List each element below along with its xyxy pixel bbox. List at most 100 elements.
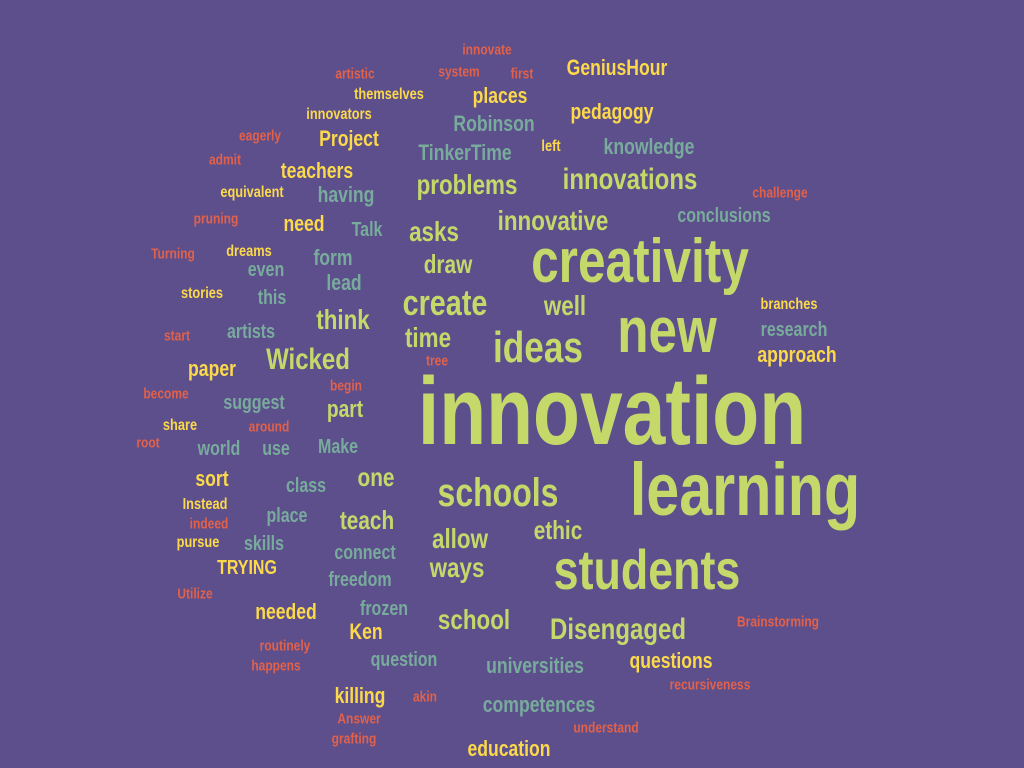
word-turning: Turning: [151, 245, 195, 263]
word-left: left: [541, 138, 561, 155]
word-teach: teach: [339, 505, 395, 535]
word-pedagogy: pedagogy: [570, 99, 654, 124]
word-sort: sort: [195, 466, 229, 491]
word-artistic: artistic: [335, 65, 375, 83]
word-around: around: [248, 418, 290, 436]
word-innovations: innovations: [562, 163, 698, 196]
word-wicked: Wicked: [266, 343, 350, 376]
word-routinely: routinely: [259, 637, 311, 655]
word-project: Project: [319, 126, 379, 151]
word-first: first: [510, 65, 534, 83]
word-part: part: [326, 396, 364, 423]
word-paper: paper: [188, 356, 236, 381]
word-allow: allow: [431, 523, 489, 554]
word-school: school: [437, 604, 511, 635]
word-become: become: [143, 385, 189, 403]
word-challenge: challenge: [752, 184, 808, 202]
word-creativity: creativity: [531, 227, 749, 296]
word-artists: artists: [226, 321, 276, 343]
word-competences: competences: [482, 692, 596, 717]
word-class: class: [285, 475, 327, 497]
word-conclusions: conclusions: [677, 205, 771, 227]
word-innovation: innovation: [417, 358, 807, 465]
word-equivalent: equivalent: [220, 184, 284, 201]
word-schools: schools: [437, 471, 559, 515]
word-asks: asks: [409, 216, 459, 247]
word-questions: questions: [629, 648, 713, 673]
word-disengaged: Disengaged: [549, 613, 687, 646]
word-system: system: [438, 63, 480, 81]
word-world: world: [197, 438, 241, 460]
word-themselves: themselves: [354, 86, 424, 103]
word-recursiveness: recursiveness: [669, 676, 751, 694]
word-approach: approach: [757, 342, 837, 367]
word-create: create: [402, 282, 488, 323]
word-place: place: [266, 505, 308, 527]
word-this: this: [257, 287, 287, 309]
word-tinkertime: TinkerTime: [418, 140, 512, 165]
word-happens: happens: [251, 657, 301, 675]
word-having: having: [317, 182, 375, 207]
word-places: places: [472, 83, 528, 108]
word-understand: understand: [573, 719, 639, 737]
word-problems: problems: [416, 169, 518, 200]
word-knowledge: knowledge: [603, 134, 695, 159]
word-eagerly: eagerly: [238, 127, 282, 145]
word-question: question: [370, 649, 438, 671]
word-talk: Talk: [351, 219, 383, 241]
word-use: use: [262, 438, 290, 460]
word-needed: needed: [255, 599, 317, 624]
word-time: time: [404, 322, 452, 353]
word-innovative: innovative: [497, 205, 609, 236]
word-ideas: ideas: [492, 323, 584, 372]
word-akin: akin: [412, 688, 438, 706]
word-share: share: [162, 417, 198, 434]
word-innovators: innovators: [306, 106, 372, 123]
word-universities: universities: [486, 653, 584, 678]
word-research: research: [760, 319, 828, 341]
word-frozen: frozen: [360, 598, 408, 620]
word-pursue: pursue: [176, 534, 220, 551]
word-grafting: grafting: [331, 730, 377, 748]
word-skills: skills: [243, 533, 285, 555]
word-form: form: [313, 245, 353, 270]
word-utilize: Utilize: [177, 585, 213, 603]
word-ethic: ethic: [533, 515, 583, 545]
word-need: need: [283, 211, 325, 236]
word-ken: Ken: [349, 619, 383, 644]
word-tree: tree: [425, 352, 449, 370]
word-trying: TRYING: [217, 557, 277, 579]
word-innovate: innovate: [462, 41, 512, 59]
word-indeed: indeed: [189, 515, 229, 533]
word-dreams: dreams: [226, 243, 272, 260]
word-start: start: [163, 327, 191, 345]
word-think: think: [316, 304, 370, 335]
word-learning: learning: [629, 448, 861, 531]
word-one: one: [357, 462, 395, 492]
word-branches: branches: [760, 296, 818, 313]
word-answer: Answer: [337, 710, 381, 728]
word-instead: Instead: [182, 496, 228, 513]
word-geniushour: GeniusHour: [566, 55, 668, 80]
word-draw: draw: [423, 249, 473, 279]
word-ways: ways: [429, 552, 485, 583]
word-stories: stories: [181, 285, 223, 302]
word-root: root: [136, 434, 160, 452]
word-connect: connect: [334, 542, 396, 564]
word-new: new: [617, 294, 717, 366]
word-education: education: [467, 736, 551, 761]
word-make: Make: [317, 436, 359, 458]
word-suggest: suggest: [223, 392, 285, 414]
word-begin: begin: [330, 377, 362, 395]
word-admit: admit: [208, 151, 242, 169]
word-students: students: [553, 538, 741, 601]
word-robinson: Robinson: [453, 111, 535, 136]
word-freedom: freedom: [328, 569, 392, 591]
word-even: even: [247, 259, 285, 281]
word-lead: lead: [326, 270, 362, 295]
word-pruning: pruning: [193, 210, 239, 228]
word-well: well: [543, 290, 587, 321]
word-killing: killing: [334, 683, 386, 708]
word-brainstorming: Brainstorming: [736, 613, 820, 631]
